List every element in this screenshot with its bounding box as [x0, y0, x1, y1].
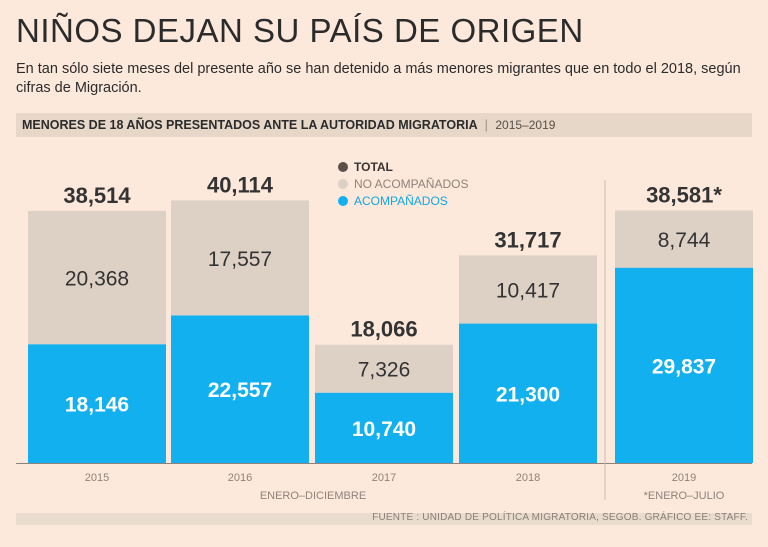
label-no-acompanados-2019: 8,744: [658, 229, 711, 252]
label-acompanados-2018: 21,300: [496, 383, 560, 406]
chart-title-band: MENORES DE 18 AÑOS PRESENTADOS ANTE LA A…: [16, 113, 752, 137]
label-no-acompanados-2018: 10,417: [496, 279, 560, 302]
label-acompanados-2019: 29,837: [652, 355, 716, 378]
bar-no-acompanados-2018: [459, 255, 597, 324]
legend-dot-no-acompanados: [338, 178, 348, 189]
label-total-2019: 38,581*: [646, 182, 722, 207]
label-acompanados-2015: 18,146: [65, 394, 129, 417]
chart-title-separator: |: [484, 118, 488, 132]
bar-no-acompanados-2016: [171, 200, 309, 316]
x-tick-2016: 2016: [228, 472, 252, 484]
page-title: NIÑOS DEJAN SU PAÍS DE ORIGEN: [16, 12, 584, 49]
x-tick-2015: 2015: [85, 472, 109, 484]
label-total-2017: 18,066: [350, 317, 417, 342]
bar-acompanados-2015: [28, 344, 166, 463]
label-total-2015: 38,514: [63, 183, 131, 208]
legend-item-no-acompanados: NO ACOMPAÑADOS: [338, 175, 468, 192]
x-tick-2017: 2017: [372, 472, 396, 484]
bar-acompanados-2018: [459, 323, 597, 463]
footer-band: FUENTE : UNIDAD DE POLÍTICA MIGRATORIA, …: [16, 512, 752, 525]
legend-label-no-acompanados: NO ACOMPAÑADOS: [354, 176, 469, 191]
bar-no-acompanados-2017: [315, 344, 453, 393]
bar-acompanados-2016: [171, 315, 309, 463]
label-no-acompanados-2017: 7,326: [358, 359, 411, 382]
legend-label-acompanados: ACOMPAÑADOS: [354, 193, 448, 208]
label-acompanados-2017: 10,740: [352, 418, 416, 441]
legend-dot-total: [338, 161, 348, 172]
chart-title-text: MENORES DE 18 AÑOS PRESENTADOS ANTE LA A…: [22, 118, 478, 132]
legend-dot-acompanados: [338, 195, 348, 206]
bar-acompanados-2017: [315, 392, 453, 463]
legend-label-total: TOTAL: [354, 159, 393, 174]
legend-item-total: TOTAL: [338, 158, 468, 175]
chart-title: MENORES DE 18 AÑOS PRESENTADOS ANTE LA A…: [22, 118, 555, 132]
chart-title-range: 2015–2019: [495, 118, 556, 132]
bar-acompanados-2019: [615, 267, 753, 463]
partial-year-note: *ENERO–JULIO: [644, 490, 725, 502]
label-no-acompanados-2015: 20,368: [65, 268, 129, 291]
label-total-2016: 40,114: [207, 172, 274, 197]
chart-legend: TOTAL NO ACOMPAÑADOS ACOMPAÑADOS: [338, 158, 468, 209]
source-note: FUENTE : UNIDAD DE POLÍTICA MIGRATORIA, …: [372, 512, 748, 523]
label-total-2018: 31,717: [494, 227, 561, 252]
bar-no-acompanados-2019: [615, 210, 753, 268]
legend-item-acompanados: ACOMPAÑADOS: [338, 192, 468, 209]
label-no-acompanados-2016: 17,557: [208, 248, 272, 271]
label-acompanados-2016: 22,557: [208, 379, 272, 402]
x-tick-2019: 2019: [672, 472, 696, 484]
x-tick-2018: 2018: [516, 472, 540, 484]
bar-no-acompanados-2015: [28, 210, 166, 345]
page-subtitle: En tan sólo siete meses del presente año…: [16, 61, 741, 96]
period-note: ENERO–DICIEMBRE: [260, 490, 366, 502]
